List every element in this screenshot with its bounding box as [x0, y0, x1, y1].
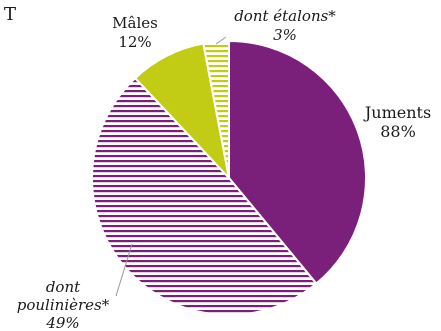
- slice-juments: [228, 39, 367, 285]
- label-poulinieres-name-2: poulinières*: [17, 296, 110, 314]
- label-juments-value: 88%: [380, 122, 416, 141]
- label-poulinieres-value: 49%: [45, 314, 79, 331]
- label-etalons-name: dont étalons*: [234, 7, 336, 25]
- leader-line-etalons: [215, 36, 227, 45]
- slice-etalons: [202, 39, 230, 179]
- label-poulinieres-name-1: dont: [46, 278, 81, 296]
- label-males-value: 12%: [118, 33, 151, 51]
- slice-poulinieres: [91, 76, 318, 317]
- label-juments-name: Juments: [363, 103, 431, 122]
- chart-title: T: [4, 4, 16, 25]
- label-etalons-value: 3%: [273, 26, 297, 44]
- leader-line-poulinieres: [115, 243, 133, 297]
- label-males-name: Mâles: [112, 14, 158, 32]
